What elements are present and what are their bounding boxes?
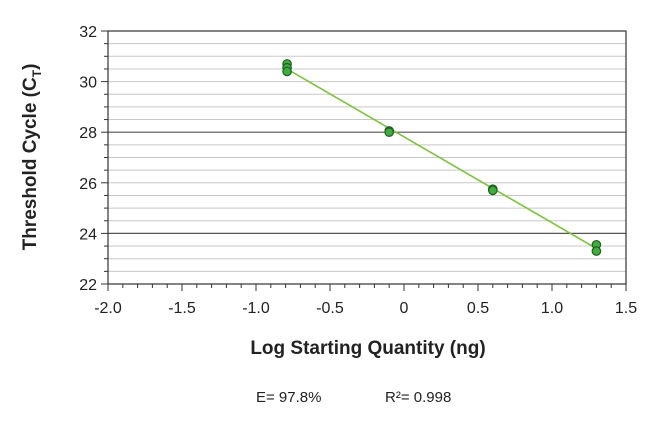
x-tick-label: -0.5	[316, 300, 344, 317]
y-tick-label: 28	[79, 125, 97, 142]
x-tick-label: -2.0	[94, 300, 122, 317]
x-tick-label: 1.0	[541, 300, 563, 317]
y-tick-label: 26	[79, 176, 97, 193]
y-axis-label: Threshold Cycle (CT)	[12, 34, 52, 280]
x-tick-label: -1.5	[168, 300, 196, 317]
data-point	[487, 185, 498, 196]
r-squared-stat: R²= 0.998	[385, 389, 452, 406]
data-point	[384, 127, 394, 137]
y-tick-label: 30	[79, 75, 97, 92]
efficiency-stat: E= 97.8%	[256, 389, 322, 406]
y-tick-label: 22	[79, 277, 97, 294]
x-tick-label: -1.0	[242, 300, 270, 317]
x-tick-label: 0.5	[467, 300, 489, 317]
fit-line	[282, 65, 602, 252]
y-tick-label: 32	[79, 24, 97, 41]
data-point	[591, 246, 602, 256]
x-axis-label: Log Starting Quantity (ng)	[250, 338, 486, 359]
x-tick-label: 0	[400, 300, 409, 317]
y-axis-label-main: Threshold Cycle (C	[20, 77, 42, 251]
y-tick-label: 24	[79, 226, 97, 243]
y-axis-label-end: )	[20, 63, 42, 70]
y-axis-label-sub: T	[29, 69, 44, 78]
x-tick-label: 1.5	[615, 300, 637, 317]
data-point	[282, 66, 292, 77]
